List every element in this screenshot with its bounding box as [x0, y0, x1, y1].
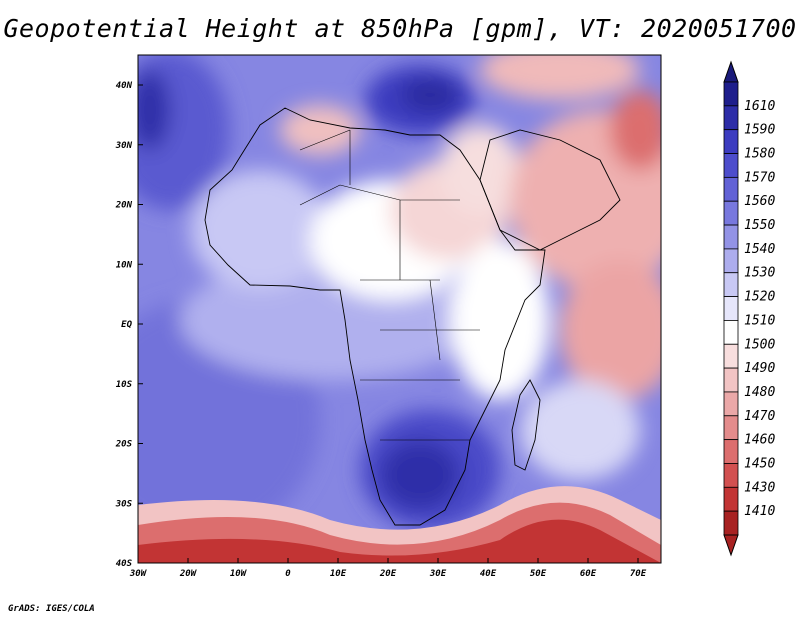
lat-tick-label: 20S	[115, 440, 133, 450]
lat-tick-label: 10S	[116, 380, 133, 390]
colorbar-segment	[723, 129, 739, 154]
lon-tick-label: 50E	[530, 569, 547, 579]
colorbar-label: 1450	[744, 456, 775, 471]
colorbar-segment	[723, 248, 739, 274]
lon-tick-label: 30E	[429, 569, 447, 579]
lat-tick-label: 40S	[116, 559, 133, 569]
longitude-axis: 30W 20W 10W 0 10E 20E 30E 40E 50E 60E 70E	[129, 558, 647, 579]
colorbar-label: 1460	[744, 433, 775, 448]
colorbar-segment	[723, 439, 739, 464]
colorbar-segment	[723, 391, 739, 417]
lat-tick-label: 30S	[115, 499, 133, 509]
colorbar-segment	[723, 343, 739, 369]
lat-tick-label: 20N	[115, 201, 133, 211]
colorbar-segment	[723, 105, 739, 131]
colorbar-segment	[723, 176, 739, 202]
plot-frame	[137, 54, 662, 564]
colorbar-label: 1480	[744, 385, 775, 400]
colorbar-label: 1500	[744, 337, 775, 352]
colorbar-segment	[723, 415, 739, 441]
colorbar-segment	[723, 320, 739, 345]
colorbar-label: 1490	[744, 361, 775, 376]
colorbar-segment	[723, 486, 739, 512]
lat-tick-label: 30N	[115, 141, 133, 151]
colorbar-label: 1570	[744, 170, 775, 185]
colorbar-segment	[723, 153, 739, 178]
colorbar-top-arrow	[723, 60, 739, 83]
colorbar-segment	[723, 463, 739, 488]
lat-tick-label: EQ	[121, 320, 132, 330]
colorbar-label: 1610	[744, 99, 775, 114]
colorbar-label: 1510	[744, 313, 775, 328]
colorbar-segment	[723, 296, 739, 321]
grads-credit: GrADS: IGES/COLA	[8, 604, 95, 614]
lon-tick-label: 0	[285, 569, 291, 579]
lon-tick-label: 10E	[330, 569, 347, 579]
lon-tick-label: 60E	[580, 569, 597, 579]
colorbar-label: 1580	[744, 147, 775, 162]
colorbar-segment	[723, 367, 739, 393]
colorbar-label: 1530	[744, 266, 775, 281]
colorbar-label: 1430	[744, 480, 775, 495]
lon-tick-label: 40E	[480, 569, 497, 579]
colorbar-segment	[723, 272, 739, 297]
colorbar-label: 1590	[744, 123, 775, 138]
colorbar-bottom-arrow	[723, 534, 739, 557]
colorbar-label: 1470	[744, 409, 775, 424]
lon-tick-label: 70E	[630, 569, 647, 579]
coastlines	[204, 107, 621, 526]
colorbar-label: 1520	[744, 290, 775, 305]
height-field	[138, 55, 661, 563]
latitude-axis: 40N 30N 20N 10N EQ 10S 20S 30S 40S	[115, 81, 143, 569]
lon-tick-label: 10W	[230, 569, 248, 579]
colorbar-segment	[723, 510, 739, 536]
colorbar-segment	[723, 200, 739, 226]
colorbar-label: 1550	[744, 218, 775, 233]
lon-tick-label: 30W	[129, 569, 148, 579]
lon-tick-label: 20E	[379, 569, 397, 579]
colorbar-segment	[723, 224, 739, 250]
colorbar-label: 1560	[744, 194, 775, 209]
lat-tick-label: 40N	[116, 81, 133, 91]
colorbar-label: 1410	[744, 504, 775, 519]
lon-tick-label: 20W	[179, 569, 198, 579]
colorbar-label: 1540	[744, 242, 775, 257]
map-title: Geopotential Height at 850hPa [gpm], VT:…	[3, 14, 797, 43]
colorbar-segment	[723, 81, 739, 107]
lat-tick-label: 10N	[116, 260, 133, 270]
colorbar: 1610 1590 1580 1570 1560 1550 1540 1530 1520 1510…	[723, 60, 775, 557]
country-borders	[299, 129, 480, 441]
